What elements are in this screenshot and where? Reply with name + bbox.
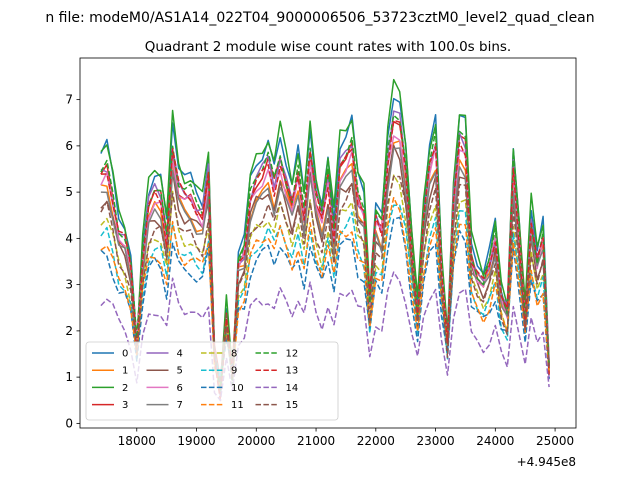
y-axis: 0 1 2 3 4 5 6 7 [65, 93, 80, 430]
x-tick-label: 22000 [357, 434, 395, 448]
legend-label-6: 6 [177, 383, 183, 394]
legend-label-15: 15 [286, 400, 299, 411]
x-tick-label: 19000 [177, 434, 215, 448]
legend-label-9: 9 [231, 366, 237, 377]
legend-label-4: 4 [177, 349, 183, 360]
y-tick-label: 5 [65, 185, 73, 199]
y-tick-label: 2 [65, 324, 73, 338]
series-line-14 [100, 271, 550, 402]
plot-frame [79, 57, 577, 429]
legend-label-2: 2 [122, 383, 128, 394]
legend-label-10: 10 [231, 383, 244, 394]
series-line-8 [100, 174, 550, 387]
x-tick-label: 23000 [416, 434, 454, 448]
series-line-11 [100, 196, 550, 386]
series-line-13 [100, 119, 550, 402]
x-tick-label: 24000 [476, 434, 514, 448]
x-tick-label: 20000 [237, 434, 275, 448]
x-offset-label: +4.945e8 [517, 455, 576, 469]
legend-label-7: 7 [177, 400, 183, 411]
legend-label-3: 3 [122, 400, 128, 411]
series-line-7 [100, 147, 550, 396]
chart-title: Quadrant 2 module wise count rates with … [145, 39, 511, 55]
legend-label-1: 1 [122, 366, 128, 377]
legend-label-5: 5 [177, 366, 183, 377]
x-axis: 18000 19000 20000 21000 22000 23000 24000 25000 [118, 428, 574, 448]
series-line-12 [100, 114, 550, 391]
series-line-2 [100, 78, 550, 388]
figure-suptitle: n file: modeM0/AS1A14_022T04_9000006506_… [45, 10, 594, 26]
y-tick-label: 3 [65, 278, 73, 292]
y-tick-label: 0 [65, 416, 73, 430]
y-tick-label: 1 [65, 370, 73, 384]
x-tick-label: 25000 [536, 434, 574, 448]
legend-label-8: 8 [231, 349, 237, 360]
legend-label-14: 14 [286, 383, 299, 394]
legend-label-12: 12 [286, 349, 299, 360]
y-tick-label: 4 [65, 231, 73, 245]
x-tick-label: 21000 [297, 434, 335, 448]
legend-box [85, 341, 339, 421]
series-layer [100, 78, 550, 402]
series-line-10 [100, 216, 550, 386]
legend-label-0: 0 [122, 349, 128, 360]
x-tick-label: 18000 [118, 434, 156, 448]
y-tick-label: 7 [65, 93, 73, 107]
legend-label-13: 13 [286, 366, 299, 377]
series-line-15 [100, 175, 550, 384]
y-tick-label: 6 [65, 139, 73, 153]
legend-label-11: 11 [231, 400, 244, 411]
